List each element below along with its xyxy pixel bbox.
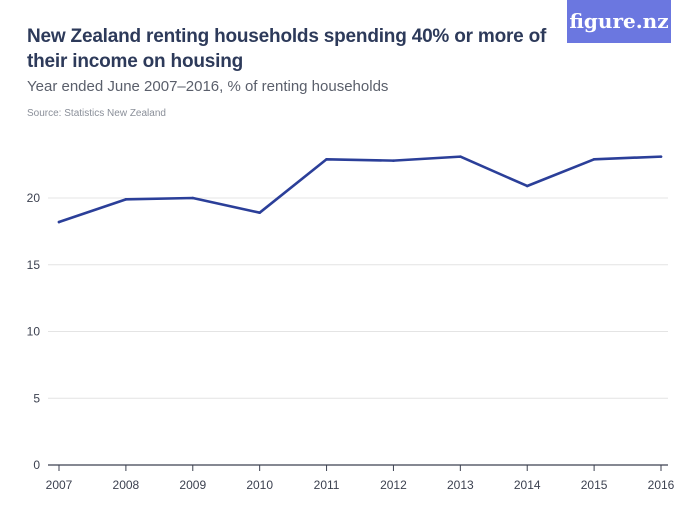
x-tick-label-2016: 2016 xyxy=(648,478,675,492)
data-point-2009 xyxy=(191,196,195,200)
data-point-2015 xyxy=(592,157,596,161)
grid-lines xyxy=(48,197,668,399)
y-tick-label-5: 5 xyxy=(33,391,40,405)
x-tick-label-2008: 2008 xyxy=(113,478,140,492)
y-tick-label-10: 10 xyxy=(27,325,41,339)
x-tick-label-2011: 2011 xyxy=(314,478,340,492)
series-group xyxy=(57,155,663,224)
data-point-2012 xyxy=(392,159,395,162)
x-tick-label-2010: 2010 xyxy=(246,478,273,492)
chart-source: Source: Statistics New Zealand xyxy=(27,108,166,119)
y-tick-label-0: 0 xyxy=(33,458,40,472)
y-tick-label-20: 20 xyxy=(27,191,41,205)
data-point-2008 xyxy=(124,198,128,201)
data-point-2010 xyxy=(258,211,261,214)
data-point-2007 xyxy=(57,220,61,224)
x-tick-label-2012: 2012 xyxy=(380,478,407,492)
x-tick-label-2013: 2013 xyxy=(447,478,474,492)
data-point-2016 xyxy=(659,155,663,158)
data-point-2014 xyxy=(525,184,529,188)
x-tick-label-2007: 2007 xyxy=(46,478,73,492)
x-axis: 2007 2008 2009 2010 2011 2012 2013 2014 2015 2016 xyxy=(46,464,675,492)
chart-subtitle: Year ended June 2007–2016, % of renting … xyxy=(27,78,389,95)
x-tick-label-2015: 2015 xyxy=(581,478,608,492)
y-tick-label-15: 15 xyxy=(27,258,41,272)
data-point-2011 xyxy=(325,157,328,161)
data-point-2013 xyxy=(459,155,462,158)
figure-nz-logo[interactable]: figure.nz xyxy=(567,0,671,43)
y-axis-ticks: 0 5 10 15 20 xyxy=(27,191,41,472)
x-tick-label-2014: 2014 xyxy=(514,478,541,492)
series-line-0 xyxy=(57,155,663,224)
chart-title: New Zealand renting households spending … xyxy=(27,26,547,72)
x-tick-label-2009: 2009 xyxy=(179,478,206,492)
